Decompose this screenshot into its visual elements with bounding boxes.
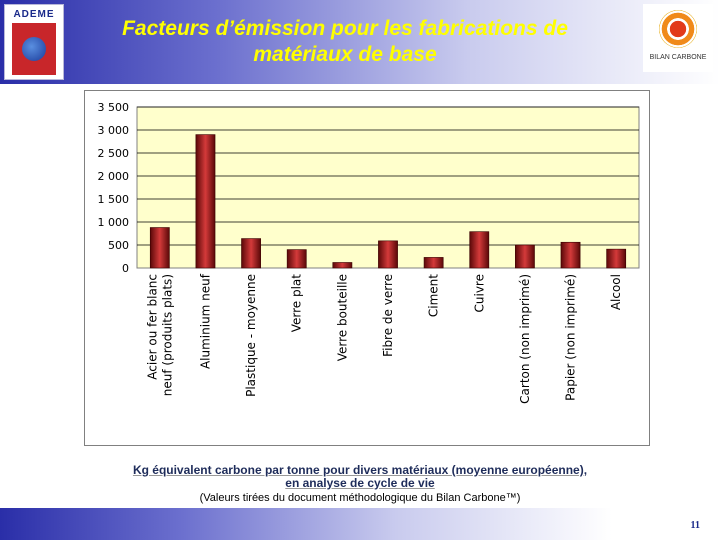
x-tick-label: Carton (non imprimé) <box>518 274 532 404</box>
caption-line-1: Kg équivalent carbone par tonne pour div… <box>132 463 588 477</box>
y-tick-label: 1 000 <box>98 216 130 229</box>
ademe-logo-text: ADEME <box>13 9 55 20</box>
x-tick-label: Plastique - moyenne <box>244 274 258 397</box>
ademe-logo-box <box>12 23 56 75</box>
chart-source: (Valeurs tirées du document méthodologiq… <box>199 492 521 504</box>
page-title: Facteurs d’émission pour les fabrication… <box>80 16 610 68</box>
x-tick-label: Ciment <box>427 274 441 317</box>
header-banner: ADEME Facteurs d’émission pour les fabri… <box>0 0 720 84</box>
bar <box>606 248 627 269</box>
x-tick-label: Papier (non imprimé) <box>564 274 578 401</box>
page-number: 11 <box>690 520 700 531</box>
bar <box>332 262 353 269</box>
bar <box>195 134 216 269</box>
x-tick-label: Verre bouteille <box>335 274 349 361</box>
x-tick-label: Fibre de verre <box>381 274 395 357</box>
y-tick-label: 2 500 <box>98 147 130 160</box>
chart-caption: Kg équivalent carbone par tonne pour div… <box>80 464 640 490</box>
bar <box>515 244 535 269</box>
ademe-logo: ADEME <box>4 4 64 80</box>
chart-frame: 0 500 1 000 1 500 2 000 2 500 3 000 3 500 Acier … <box>84 90 650 446</box>
bilan-carbone-logo: BILAN CARBONE <box>643 4 713 72</box>
x-tick-label: Acier ou fer blancneuf (produits plats) <box>145 274 174 396</box>
globe-icon <box>22 37 46 61</box>
y-tick-label: 500 <box>108 239 129 252</box>
bar <box>149 227 170 269</box>
x-tick-label: Cuivre <box>472 274 486 312</box>
y-tick-label: 1 500 <box>98 193 130 206</box>
x-tick-label: Alcool <box>609 274 623 310</box>
bar <box>241 238 261 269</box>
target-icon <box>659 10 697 48</box>
title-line-2: matériaux de base <box>253 43 437 66</box>
bilan-carbone-logo-text: BILAN CARBONE <box>649 54 707 61</box>
caption-line-2: en analyse de cycle de vie <box>285 476 435 490</box>
bar-chart: 0 500 1 000 1 500 2 000 2 500 3 000 3 500 Acier … <box>98 101 640 404</box>
x-tick-label: Aluminium neuf <box>198 273 212 369</box>
y-tick-label: 2 000 <box>98 170 130 183</box>
title-line-1: Facteurs d’émission pour les fabrication… <box>122 17 568 40</box>
bar <box>560 241 581 269</box>
footer-banner: 11 <box>0 508 720 540</box>
y-tick-label: 0 <box>122 262 129 275</box>
x-tick-label: Verre plat <box>290 274 304 333</box>
bar <box>469 231 490 269</box>
bar <box>378 240 398 269</box>
y-tick-label: 3 500 <box>98 101 130 114</box>
bar <box>423 257 444 269</box>
bar <box>286 249 307 269</box>
y-tick-label: 3 000 <box>98 124 130 137</box>
